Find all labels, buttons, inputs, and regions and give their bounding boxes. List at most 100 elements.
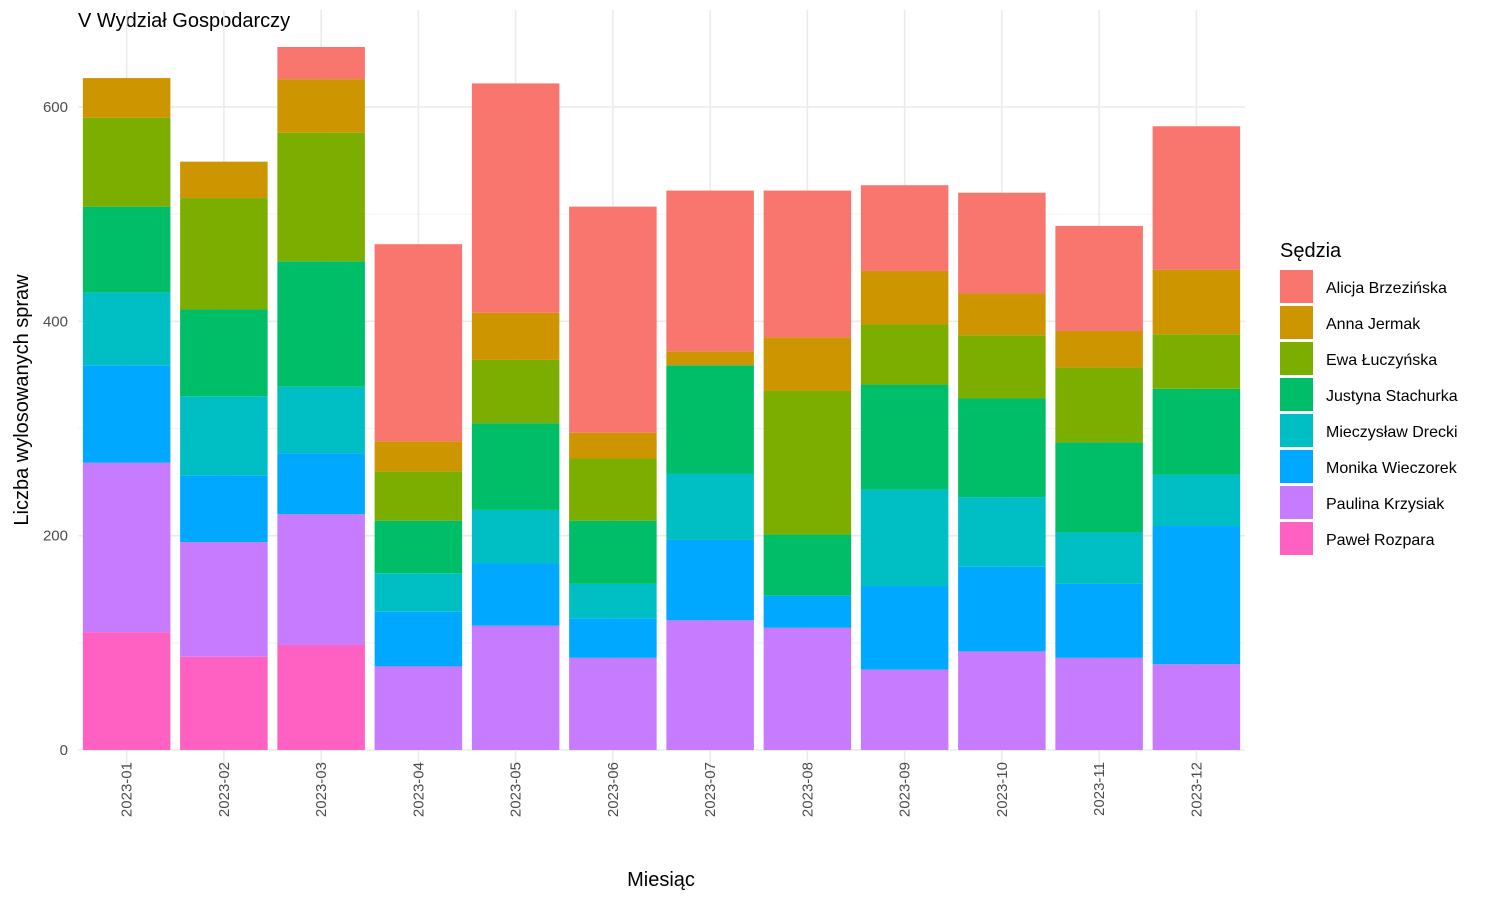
bar-segment [860, 384, 949, 490]
x-tick-label: 2023-07 [702, 762, 719, 817]
bar-segment [1152, 388, 1241, 475]
bar-segment [1055, 657, 1143, 750]
y-tick-label: 400 [43, 313, 68, 330]
bar-segment [666, 539, 754, 621]
bars [82, 46, 1241, 750]
legend-label: Paweł Rozpara [1326, 532, 1435, 549]
bar-segment [471, 83, 560, 313]
x-tick-label: 2023-02 [216, 762, 233, 817]
legend-key [1280, 378, 1313, 411]
bar-segment [180, 309, 268, 397]
bar-segment [860, 489, 949, 587]
bar-segment [958, 566, 1046, 652]
bar-segment [277, 79, 365, 133]
bar-segment [374, 666, 463, 750]
bar-segment [958, 651, 1046, 750]
bar-segment [277, 132, 365, 262]
x-tick-label: 2023-03 [313, 762, 330, 817]
bar-segment [1055, 583, 1143, 658]
bar-segment [82, 632, 171, 750]
bar-segment [82, 117, 171, 207]
bar-segment [569, 618, 657, 658]
bar-segment [763, 337, 852, 391]
legend-key [1280, 270, 1313, 303]
legend-label: Anna Jermak [1326, 316, 1421, 333]
bar-segment [374, 611, 463, 667]
bar-segment [277, 261, 365, 387]
bar-segment [180, 161, 268, 199]
bar-segment [569, 206, 657, 433]
bar-segment [82, 292, 171, 366]
bar-segment [958, 293, 1046, 336]
bar-segment [471, 359, 560, 424]
bar-segment [374, 573, 463, 612]
bar-segment [958, 192, 1046, 294]
bar-segment [180, 198, 268, 310]
bar-segment [860, 669, 949, 750]
bar-segment [666, 365, 754, 474]
bar-segment [471, 625, 560, 750]
x-axis-ticks: 2023-01 2023-02 2023-03 2023-04 2023-05 2023-… [119, 762, 1206, 817]
x-tick-label: 2023-10 [994, 762, 1011, 817]
bar-segment [666, 620, 754, 750]
bar-segment [1152, 334, 1241, 389]
bar-segment [374, 471, 463, 521]
legend-label: Paulina Krzysiak [1326, 496, 1445, 513]
bar-segment [180, 656, 268, 750]
legend-key [1280, 414, 1313, 447]
bar-segment [82, 462, 171, 633]
bar-segment [277, 386, 365, 454]
bar-segment [666, 473, 754, 540]
legend-key [1280, 450, 1313, 483]
bar-segment [374, 244, 463, 442]
x-tick-label: 2023-01 [119, 762, 136, 817]
bar-segment [666, 351, 754, 366]
bar-segment [860, 270, 949, 325]
bar-segment [180, 475, 268, 543]
y-tick-label: 600 [43, 99, 68, 116]
x-tick-label: 2023-11 [1091, 762, 1108, 816]
legend-key [1280, 522, 1313, 555]
y-axis-title: Liczba wylosowanych spraw [11, 274, 33, 526]
bar-segment [569, 520, 657, 584]
bar-segment [958, 335, 1046, 399]
y-axis-ticks: 0 200 400 600 [43, 99, 68, 759]
bar-segment [1152, 664, 1241, 750]
bar-segment [471, 423, 560, 510]
legend-key [1280, 486, 1313, 519]
legend-label: Ewa Łuczyńska [1326, 352, 1437, 369]
legend-label: Monika Wieczorek [1326, 460, 1458, 477]
bar-segment [569, 583, 657, 619]
x-tick-label: 2023-06 [605, 762, 622, 817]
legend-label: Alicja Brzezińska [1326, 280, 1447, 297]
legend: Sędzia Alicja Brzezińska Anna Jermak Ewa Ł… [1280, 240, 1458, 555]
bar-segment [860, 586, 949, 670]
bar-segment [860, 185, 949, 271]
bar-segment [1055, 330, 1143, 368]
bar-segment [1152, 269, 1241, 335]
bar-segment [1152, 526, 1241, 665]
bar-segment [277, 644, 365, 750]
bar-segment [1152, 126, 1241, 270]
chart-title: V Wydział Gospodarczy [78, 10, 290, 32]
bar-segment [569, 657, 657, 750]
bar-segment [1152, 474, 1241, 527]
legend-label: Justyna Stachurka [1326, 388, 1458, 405]
bar-segment [180, 542, 268, 657]
bar-segment [1055, 442, 1143, 533]
legend-key [1280, 342, 1313, 375]
bar-segment [763, 190, 852, 338]
bar-segment [374, 441, 463, 472]
x-tick-label: 2023-05 [508, 762, 525, 817]
bar-segment [763, 534, 852, 596]
bar-segment [958, 398, 1046, 498]
bar-segment [82, 365, 171, 463]
bar-segment [860, 324, 949, 385]
bar-segment [569, 432, 657, 459]
bar-segment [471, 563, 560, 626]
bar-segment [374, 520, 463, 574]
x-tick-label: 2023-12 [1188, 762, 1205, 817]
x-tick-label: 2023-09 [897, 762, 914, 817]
bar-segment [82, 78, 171, 118]
bar-segment [763, 595, 852, 628]
